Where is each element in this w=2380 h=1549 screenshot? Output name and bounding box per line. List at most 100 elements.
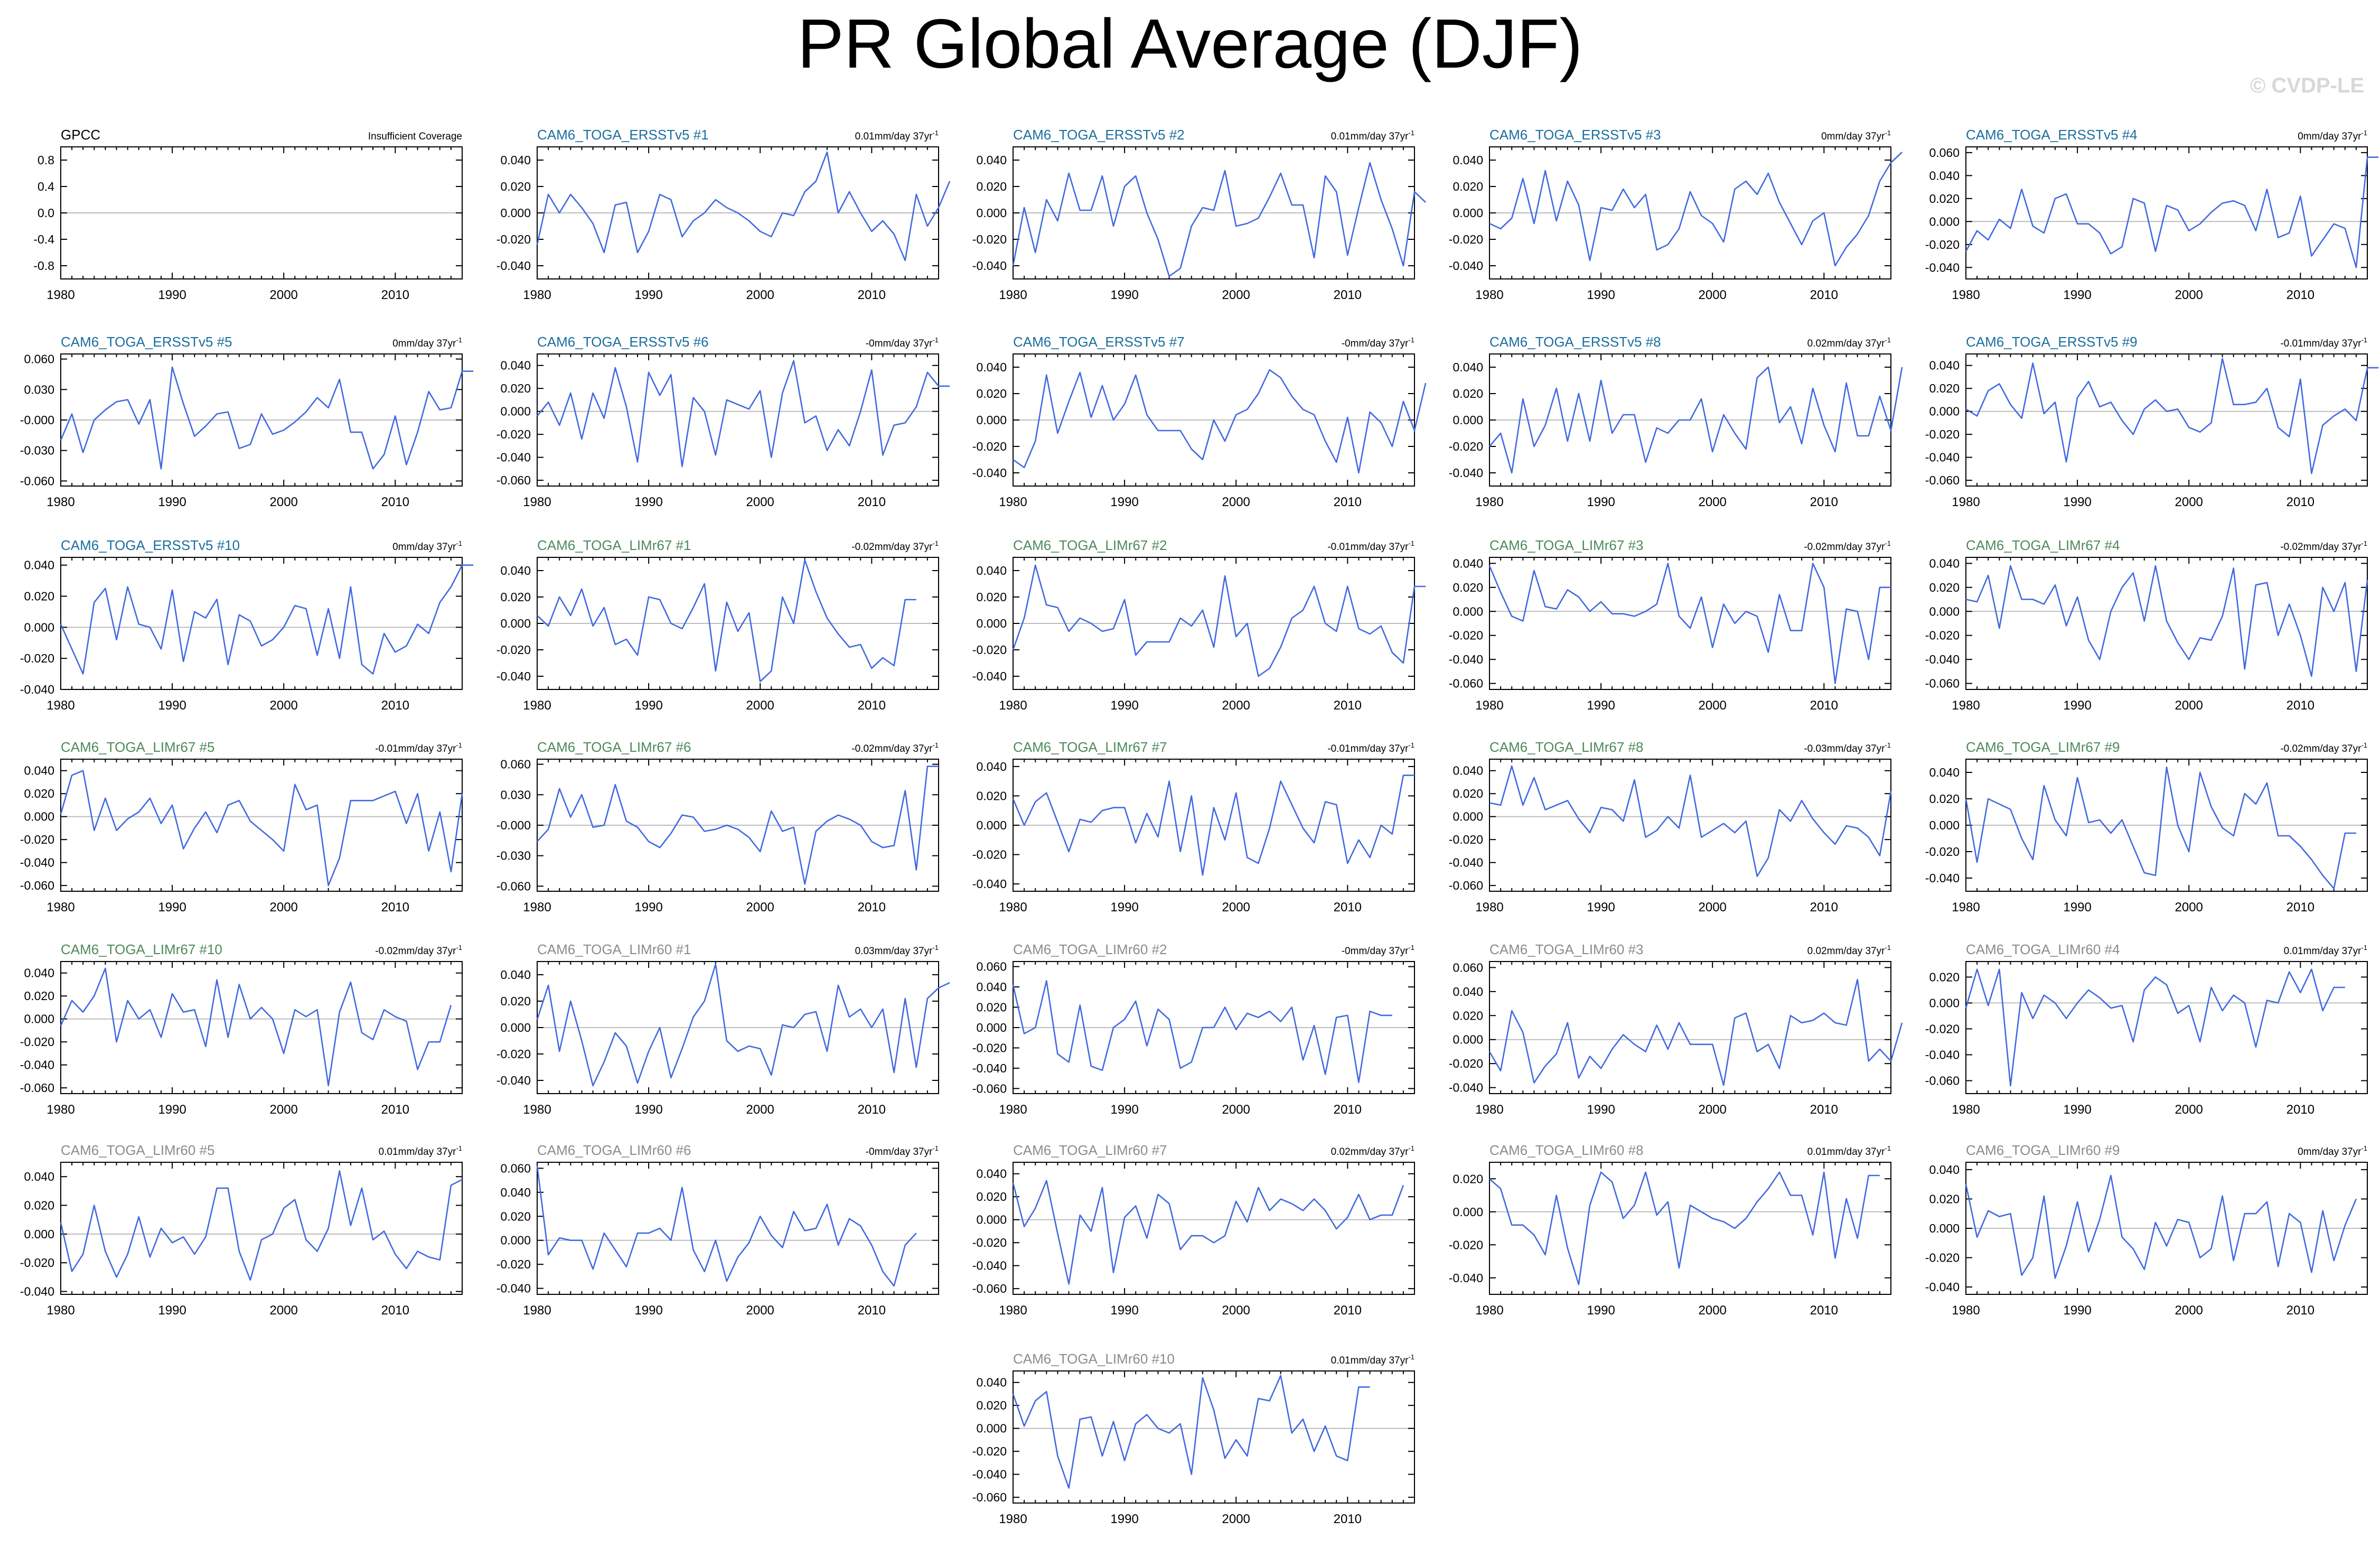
x-tick-label: 2000 (746, 288, 774, 302)
y-tick-label: 0.000 (976, 413, 1007, 427)
x-tick-label: 2000 (1222, 1303, 1250, 1318)
y-tick-label: 0.020 (976, 180, 1007, 193)
y-tick-label: 0.020 (500, 381, 531, 395)
x-tick-label: 2000 (1699, 288, 1727, 302)
trend-label: -0mm/day 37yr-1 (866, 1144, 939, 1158)
y-tick-label: 0.040 (1929, 556, 1960, 570)
series-line (1489, 1171, 1880, 1285)
y-tick-label: -0.020 (1925, 845, 1960, 859)
y-tick-label: -0.020 (972, 848, 1007, 862)
y-tick-label: -0.020 (972, 1444, 1007, 1458)
x-tick-label: 2010 (381, 1303, 409, 1318)
trend-label: -0.01mm/day 37yr-1 (1327, 741, 1414, 754)
y-tick-label: -0.020 (20, 833, 54, 846)
trend-label: -0.02mm/day 37yr-1 (2280, 539, 2367, 553)
x-tick-label: 1990 (2063, 1303, 2091, 1318)
plot-frame (1013, 1370, 1415, 1504)
x-tick-label: 1990 (1110, 1512, 1138, 1526)
y-tick-label: 0.000 (1929, 604, 1960, 618)
y-tick-label: 0.000 (1453, 413, 1483, 427)
x-tick-label: 1980 (523, 288, 551, 302)
x-tick-label: 1980 (1952, 288, 1980, 302)
series-line (1965, 358, 2379, 474)
y-tick-label: 0.060 (976, 960, 1007, 974)
series-line (1965, 968, 2345, 1087)
y-tick-label: -0.020 (972, 440, 1007, 453)
x-tick-label: 2010 (858, 495, 886, 509)
x-tick-label: 2010 (858, 288, 886, 302)
x-tick-label: 1980 (1475, 900, 1503, 915)
y-tick-label: -0.060 (20, 1081, 54, 1095)
series-line (537, 559, 916, 683)
y-tick-label: 0.040 (1453, 985, 1483, 999)
panel-title: CAM6_TOGA_LIMr60 #7 (1013, 1142, 1167, 1158)
trend-label: 0mm/day 37yr-1 (392, 539, 462, 553)
trend-label: -0.02mm/day 37yr-1 (1804, 539, 1891, 553)
plot-frame (1965, 557, 2368, 690)
x-tick-label: 2000 (746, 1103, 774, 1117)
panel-9: 1980 1990 2000 2010 0.040 0.020 0.000 -0.020 -0.… (1449, 334, 1903, 509)
y-tick-label: -0.060 (496, 473, 531, 487)
y-tick-label: -0.060 (1449, 677, 1483, 690)
y-tick-label: -0.040 (972, 877, 1007, 891)
y-tick-label: -0.060 (1925, 677, 1960, 690)
y-tick-label: 0.040 (500, 359, 531, 372)
x-tick-label: 2010 (381, 288, 409, 302)
x-tick-label: 1980 (999, 1303, 1027, 1318)
y-tick-label: -0.020 (1925, 427, 1960, 441)
y-tick-label: 0.020 (1929, 792, 1960, 806)
x-tick-label: 2000 (270, 900, 298, 915)
panel-title: CAM6_TOGA_ERSSTv5 #4 (1966, 127, 2138, 143)
trend-label: 0.02mm/day 37yr-1 (1331, 1144, 1414, 1158)
series-line (1012, 564, 1426, 677)
x-tick-label: 2010 (2287, 1303, 2315, 1318)
x-tick-label: 1990 (2063, 698, 2091, 713)
y-tick-label: 0.020 (1453, 180, 1483, 193)
x-tick-label: 2010 (1334, 1103, 1362, 1117)
trend-label: -0.01mm/day 37yr-1 (375, 741, 462, 754)
panel-13: 1980 1990 2000 2010 0.040 0.020 0.000 -0.020 -0.… (972, 537, 1426, 713)
y-tick-label: -0.020 (972, 1236, 1007, 1249)
panel-title: CAM6_TOGA_LIMr60 #5 (61, 1142, 214, 1158)
panel-title: CAM6_TOGA_LIMr67 #1 (537, 537, 691, 553)
x-tick-label: 1980 (999, 1103, 1027, 1117)
y-tick-label: -0.020 (496, 1047, 531, 1061)
x-tick-label: 1990 (1587, 495, 1615, 509)
y-tick-label: -0.040 (972, 466, 1007, 480)
trend-label: -0.02mm/day 37yr-1 (2280, 741, 2367, 754)
panel-title: CAM6_TOGA_LIMr67 #5 (61, 739, 214, 755)
panel-4: 1980 1990 2000 2010 0.040 0.020 0.000 -0.020 -0.… (1449, 127, 1903, 302)
y-tick-label: 0.000 (1453, 604, 1483, 618)
panel-title: CAM6_TOGA_ERSSTv5 #1 (537, 127, 709, 143)
y-tick-label: 0.040 (24, 1170, 54, 1183)
x-tick-label: 1990 (634, 288, 662, 302)
trend-label: Insufficient Coverage (368, 131, 462, 142)
y-tick-label: -0.040 (1449, 1081, 1483, 1095)
trend-label: 0.03mm/day 37yr-1 (855, 944, 939, 957)
trend-label: -0mm/day 37yr-1 (1342, 944, 1414, 957)
series-line (1965, 766, 2356, 890)
y-tick-label: -0.020 (496, 232, 531, 246)
panel-title: CAM6_TOGA_ERSSTv5 #3 (1489, 127, 1661, 143)
x-tick-label: 1990 (2063, 1103, 2091, 1117)
panel-title: CAM6_TOGA_ERSSTv5 #7 (1013, 334, 1185, 350)
y-tick-label: -0.020 (972, 232, 1007, 246)
y-tick-label: -0.060 (1449, 879, 1483, 892)
x-tick-label: 1990 (634, 900, 662, 915)
trend-label: 0mm/day 37yr-1 (1821, 129, 1891, 142)
x-tick-label: 2000 (2175, 1103, 2203, 1117)
panel-title: CAM6_TOGA_LIMr60 #4 (1966, 941, 2120, 957)
panel-11: 1980 1990 2000 2010 0.040 0.020 0.000 -0.020 -0.… (20, 537, 474, 713)
y-tick-label: -0.4 (33, 232, 54, 246)
x-tick-label: 1980 (46, 1303, 74, 1318)
panel-20: 1980 1990 2000 2010 0.040 0.020 0.000 -0.020 -0.… (1925, 739, 2368, 915)
x-tick-label: 1980 (1475, 1303, 1503, 1318)
x-tick-label: 1990 (2063, 900, 2091, 915)
y-tick-label: -0.040 (20, 1285, 54, 1299)
y-tick-label: 0.020 (976, 1001, 1007, 1014)
y-tick-label: -0.030 (496, 849, 531, 863)
x-tick-label: 2010 (858, 900, 886, 915)
x-tick-label: 2000 (270, 288, 298, 302)
panel-31: 1980 1990 2000 2010 0.040 0.020 0.000 -0.020 -0.… (972, 1351, 1415, 1526)
